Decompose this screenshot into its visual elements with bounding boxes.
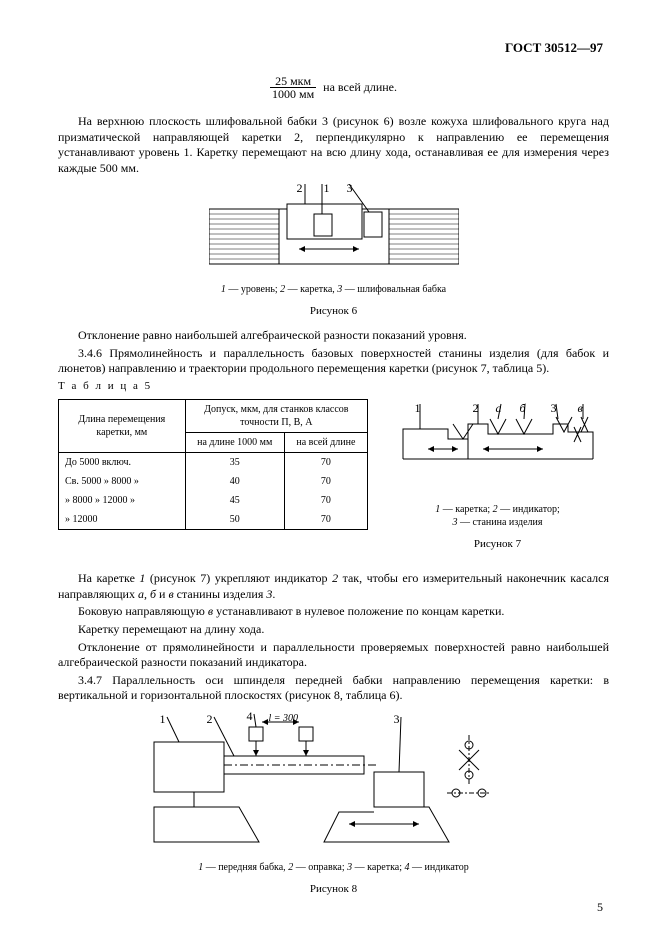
table-row: » 12000 50 70 bbox=[59, 510, 368, 530]
figure-7-caption: 1 — каретка; 2 — индикатор;3 — станина и… bbox=[386, 503, 609, 529]
fig6-leader-1: 1 bbox=[324, 181, 330, 197]
fig7-leader-a: а bbox=[496, 401, 502, 417]
fraction-after-text: на всей длине. bbox=[323, 80, 397, 94]
fig7-leader-3: 3 bbox=[551, 401, 557, 417]
fig8-l-label: l = 300 bbox=[269, 712, 299, 725]
fig6-leader-2: 2 bbox=[297, 181, 303, 197]
page-number: 5 bbox=[597, 900, 603, 916]
fig6-leader-3: 3 bbox=[347, 181, 353, 197]
paragraph-8: 3.4.7 Параллельность оси шпинделя передн… bbox=[58, 673, 609, 704]
figure-6-title: Рисунок 6 bbox=[58, 304, 609, 318]
figure-8-title: Рисунок 8 bbox=[58, 882, 609, 896]
t5-h-col1: Длина перемещения каретки, мм bbox=[59, 400, 186, 453]
fig7-leader-v: в bbox=[578, 401, 583, 417]
figure-6-caption: 1 — уровень; 2 — каретка, 3 — шлифовальн… bbox=[58, 283, 609, 296]
fig8-leader-3: 3 bbox=[394, 712, 400, 728]
t5-h-col2: Допуск, мкм, для станков классов точност… bbox=[185, 400, 367, 433]
fraction-denominator: 1000 мм bbox=[270, 88, 316, 100]
paragraph-1: На верхнюю плоскость шлифовальной бабки … bbox=[58, 114, 609, 176]
paragraph-7: Отклонение от прямолинейности и параллел… bbox=[58, 640, 609, 671]
paragraph-6: Каретку перемещают на длину хода. bbox=[58, 622, 609, 638]
t5-h-sub1: на длине 1000 мм bbox=[185, 433, 284, 453]
figure-8: 1 2 4 l = 300 3 1 — передняя бабка, 2 — … bbox=[58, 712, 609, 896]
figure-8-caption: 1 — передняя бабка, 2 — оправка; 3 — кар… bbox=[58, 861, 609, 874]
paragraph-5: Боковую направляющую в устанавливают в н… bbox=[58, 604, 609, 620]
table-5: Длина перемещения каретки, мм Допуск, мк… bbox=[58, 399, 368, 530]
paragraph-4: На каретке 1 (рисунок 7) укрепляют индик… bbox=[58, 571, 609, 602]
paragraph-2: Отклонение равно наибольшей алгебраическ… bbox=[58, 328, 609, 344]
fig7-leader-b: б bbox=[520, 401, 526, 417]
fig7-leader-2: 2 bbox=[473, 401, 479, 417]
table-row: » 8000 » 12000 » 45 70 bbox=[59, 491, 368, 510]
figure-6: 2 1 3 1 — уровень; 2 — каретка, 3 — шлиф… bbox=[58, 184, 609, 318]
fig8-leader-2: 2 bbox=[207, 712, 213, 728]
table-row: Св. 5000 » 8000 » 40 70 bbox=[59, 472, 368, 491]
t5-h-sub2: на всей длине bbox=[284, 433, 367, 453]
doc-id-header: ГОСТ 30512—97 bbox=[505, 40, 603, 57]
table-5-label: Т а б л и ц а 5 bbox=[58, 379, 609, 393]
fig8-leader-4: 4 bbox=[247, 709, 253, 725]
fraction-expression: 25 мкм 1000 мм на всей длине. bbox=[58, 75, 609, 100]
fig8-leader-1: 1 bbox=[160, 712, 166, 728]
paragraph-3: 3.4.6 Прямолинейность и параллельность б… bbox=[58, 346, 609, 377]
fig7-leader-1: 1 bbox=[415, 401, 421, 417]
table-row: До 5000 включ. 35 70 bbox=[59, 453, 368, 473]
figure-7-title: Рисунок 7 bbox=[386, 537, 609, 551]
figure-7: 1 2 а б 3 в 1 — каретка; 2 — индикатор;3… bbox=[386, 399, 609, 561]
